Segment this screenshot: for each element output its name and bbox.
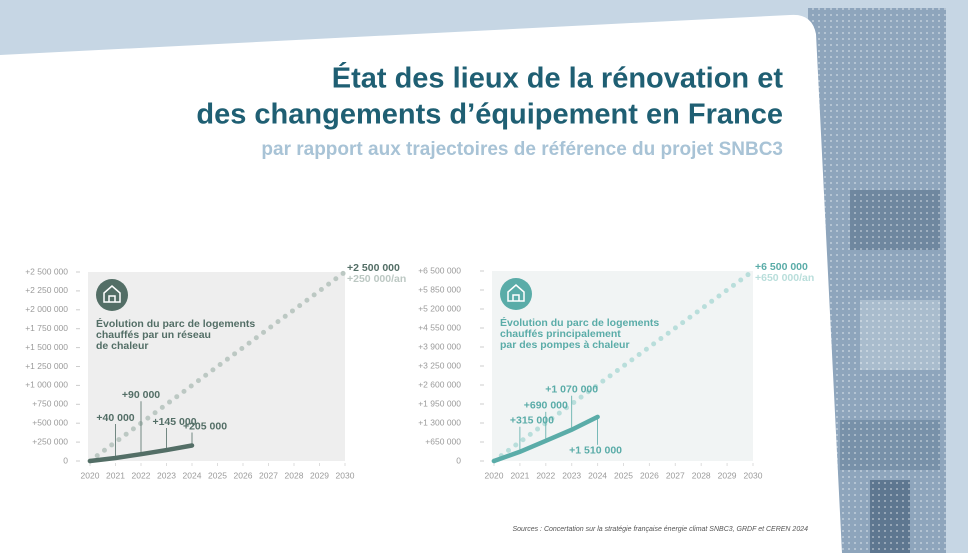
x-tick-label: 2020	[485, 470, 504, 480]
x-tick-label: 2023	[157, 470, 176, 480]
trajectory-line	[491, 268, 756, 464]
x-tick-label: 2020	[81, 470, 100, 480]
y-tick-label: +4 550 000	[418, 322, 461, 332]
x-tick-label: 2029	[718, 470, 737, 480]
chart-title: chauffés principalement	[500, 328, 621, 340]
x-tick-label: 2024	[588, 470, 607, 480]
end-label: +2 500 000	[347, 262, 400, 274]
y-tick-label: +5 850 000	[418, 284, 461, 294]
icon-circle	[96, 279, 128, 311]
value-label: +40 000	[96, 412, 134, 424]
icon	[507, 284, 525, 302]
x-tick-label: 2026	[640, 470, 659, 480]
x-tick-label: 2028	[285, 470, 304, 480]
y-tick-label: +2 500 000	[25, 266, 68, 276]
y-tick-label: +650 000	[425, 436, 461, 446]
x-tick-label: 2027	[259, 470, 278, 480]
sources: Sources : Concertation sur la stratégie …	[512, 526, 808, 533]
chart-title: de chaleur	[96, 340, 149, 352]
value-label: +205 000	[183, 420, 227, 432]
y-tick-label: +2 600 000	[418, 379, 461, 389]
value-label: +690 000	[524, 400, 568, 412]
icon-circle	[500, 278, 532, 310]
chart-title: Évolution du parc de logements	[96, 317, 255, 330]
chart-title: par des pompes à chaleur	[500, 339, 630, 351]
end-label: +6 500 000	[755, 261, 808, 273]
x-tick-label: 2024	[183, 470, 202, 480]
y-tick-label: +5 200 000	[418, 303, 461, 313]
x-tick-label: 2029	[310, 470, 329, 480]
title-line: des changements d’équipement en France	[196, 99, 783, 131]
x-tick-label: 2030	[744, 470, 763, 480]
chart-title: Évolution du parc de logements	[500, 316, 659, 329]
title-line: État des lieux de la rénovation et	[332, 61, 784, 95]
y-tick-label: 0	[63, 455, 68, 465]
y-tick-label: +750 000	[32, 399, 68, 409]
x-tick-label: 2021	[510, 470, 529, 480]
x-tick-label: 2023	[562, 470, 581, 480]
trajectory-line	[87, 269, 348, 464]
x-tick-label: 2021	[106, 470, 125, 480]
value-label: +315 000	[510, 415, 554, 427]
icon	[103, 285, 121, 303]
rate-label: +650 000/an	[755, 272, 814, 284]
x-tick-label: 2025	[208, 470, 227, 480]
y-tick-label: +1 500 000	[25, 342, 68, 352]
x-tick-label: 2030	[336, 470, 355, 480]
x-tick-label: 2025	[614, 470, 633, 480]
y-tick-label: +3 900 000	[418, 341, 461, 351]
plot-background	[88, 272, 345, 461]
y-tick-label: +3 250 000	[418, 360, 461, 370]
y-tick-label: 0	[456, 455, 461, 465]
value-label: +1 070 000	[545, 384, 598, 396]
y-tick-label: +1 750 000	[25, 323, 68, 333]
y-tick-label: +6 500 000	[418, 265, 461, 275]
x-tick-label: 2026	[234, 470, 253, 480]
building-photo	[808, 8, 946, 553]
x-tick-label: 2022	[536, 470, 555, 480]
y-tick-label: +1 950 000	[418, 398, 461, 408]
rate-label: +250 000/an	[347, 273, 406, 285]
x-tick-label: 2027	[666, 470, 685, 480]
y-tick-label: +1 250 000	[25, 361, 68, 371]
x-tick-label: 2022	[132, 470, 151, 480]
value-label: +90 000	[122, 389, 160, 401]
value-label: +145 000	[152, 416, 196, 428]
value-label: +1 510 000	[569, 445, 622, 457]
y-tick-label: +2 250 000	[25, 285, 68, 295]
subtitle: par rapport aux trajectoires de référenc…	[261, 139, 783, 160]
y-tick-label: +250 000	[32, 436, 68, 446]
y-tick-label: +2 000 000	[25, 304, 68, 314]
x-tick-label: 2028	[692, 470, 711, 480]
y-tick-label: +1 300 000	[418, 417, 461, 427]
chart-title: chauffés par un réseau	[96, 329, 211, 341]
actual-line	[491, 414, 600, 464]
y-tick-label: +1 000 000	[25, 380, 68, 390]
y-tick-label: +500 000	[32, 417, 68, 427]
